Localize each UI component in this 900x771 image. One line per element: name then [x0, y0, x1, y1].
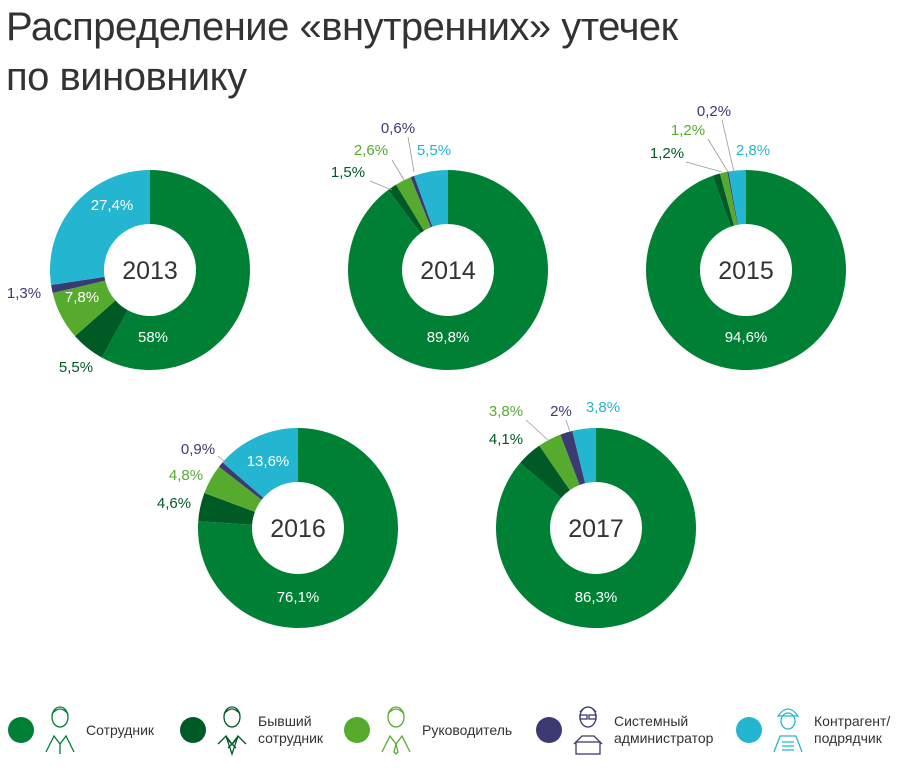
manager-icon [381, 706, 411, 755]
legend-swatch [736, 717, 762, 743]
legend-swatch [8, 717, 34, 743]
slice-sysadmin [218, 462, 264, 500]
data-label-former-employee: 1,2% [650, 145, 684, 162]
legend-swatch [180, 717, 206, 743]
data-label-manager: 1,2% [671, 122, 705, 139]
slice-sysadmin [727, 171, 738, 225]
legend-label: Руководитель [422, 721, 513, 738]
data-label-sysadmin: 2% [550, 403, 572, 420]
donut-2014: 2014 89,8% 1,5% 2,6% 0,6%5,5% [331, 120, 548, 370]
slice-manager [396, 177, 431, 231]
page-title: Распределение «внутренних» утечек по вин… [6, 2, 678, 102]
donut-charts: 2013 58% 5,5% 7,8% 1,3% 27,4% 2014 89,8% 1,5% 2,6… [7, 103, 846, 628]
leader-line [217, 455, 229, 465]
leader-line [707, 138, 729, 173]
donut-2013: 2013 58% 5,5% 7,8% 1,3% 27,4% [7, 169, 250, 376]
data-label-contractor: 2,8% [736, 142, 770, 159]
donut-2017: 2017 86,3% 4,1% 3,8% 2% 3,8% [489, 399, 697, 628]
data-label-employee: 76,1% [277, 589, 320, 606]
former-employee-icon [217, 706, 247, 756]
slice-sysadmin [410, 175, 433, 228]
legend-label: Контрагент/ подрядчик [814, 713, 891, 746]
legend-item-contractor: Контрагент/ подрядчик [736, 700, 890, 760]
slice-contractor [222, 428, 298, 498]
legend-item-employee: Сотрудник [8, 700, 154, 760]
data-label-manager: 7,8% [65, 289, 99, 306]
sysadmin-icon [573, 706, 603, 755]
data-label-employee: 58% [138, 329, 168, 346]
data-label-contractor: 27,4% [91, 197, 134, 214]
leader-line [369, 180, 393, 191]
slice-manager [204, 466, 262, 512]
legend-item-manager: Руководитель [344, 700, 512, 760]
leader-line [407, 136, 415, 173]
slice-contractor [572, 428, 596, 484]
data-label-sysadmin: 0,2% [697, 103, 731, 120]
data-label-manager: 2,6% [354, 142, 388, 159]
data-label-employee: 89,8% [427, 329, 470, 346]
slice-manager [719, 171, 738, 226]
data-label-employee: 94,6% [725, 329, 768, 346]
donut-2016: 2016 76,1% 4,6% 4,8% 0,9% 13,6% [157, 428, 399, 628]
slice-employee [496, 428, 697, 628]
slice-manager [539, 434, 580, 491]
data-label-manager: 4,8% [169, 467, 203, 484]
data-label-former-employee: 4,6% [157, 495, 191, 512]
data-label-former-employee: 4,1% [489, 431, 523, 448]
year-label: 2013 [122, 257, 178, 285]
data-label-contractor: 13,6% [247, 453, 290, 470]
legend-swatch [536, 717, 562, 743]
slice-former-employee [198, 492, 255, 525]
slice-former-employee [74, 300, 128, 358]
slice-contractor [50, 169, 150, 286]
slice-employee [198, 428, 399, 628]
slice-contractor [414, 170, 448, 227]
data-label-employee: 86,3% [575, 589, 618, 606]
legend-label: Системный администратор [614, 713, 714, 746]
year-label: 2017 [568, 515, 624, 543]
leader-line [565, 419, 571, 433]
legend-swatch [344, 717, 370, 743]
slice-manager [52, 280, 116, 337]
slice-former-employee [388, 184, 425, 234]
leader-line [525, 419, 549, 441]
legend-item-sysadmin: Системный администратор [536, 700, 713, 760]
slice-employee [101, 170, 250, 370]
slice-contractor [728, 170, 746, 225]
data-label-former-employee: 1,5% [331, 164, 365, 181]
year-label: 2016 [270, 515, 326, 543]
slice-sysadmin [51, 276, 106, 294]
data-label-sysadmin: 0,9% [181, 441, 215, 458]
title-line-1: Распределение «внутренних» утечек [6, 5, 678, 49]
data-label-contractor: 3,8% [586, 399, 620, 416]
year-label: 2014 [420, 257, 476, 285]
leader-line [685, 161, 723, 173]
slice-former-employee [712, 173, 735, 227]
data-label-manager: 3,8% [489, 403, 523, 420]
employee-icon [45, 706, 75, 754]
data-label-former-employee: 5,5% [59, 359, 93, 376]
data-label-sysadmin: 1,3% [7, 285, 41, 302]
legend-item-former-employee: Бывший сотрудник [180, 700, 323, 760]
legend-label: Бывший сотрудник [258, 713, 324, 746]
legend-label: Сотрудник [86, 721, 155, 738]
slice-sysadmin [560, 430, 586, 486]
slice-employee [348, 170, 548, 370]
donut-2015: 2015 94,6% 1,2% 1,2% 0,2% 2,8% [646, 103, 846, 370]
title-line-2: по виновнику [6, 55, 247, 99]
slice-employee [646, 170, 846, 370]
legend: Сотрудник Бывший сотрудник Руководитель … [0, 700, 900, 760]
slice-former-employee [520, 445, 570, 499]
leader-line [391, 159, 405, 181]
data-label-contractor: 5,5% [417, 142, 451, 159]
contractor-icon [773, 708, 803, 753]
year-label: 2015 [718, 257, 774, 285]
leader-line [721, 119, 735, 173]
data-label-sysadmin: 0,6% [381, 120, 415, 137]
